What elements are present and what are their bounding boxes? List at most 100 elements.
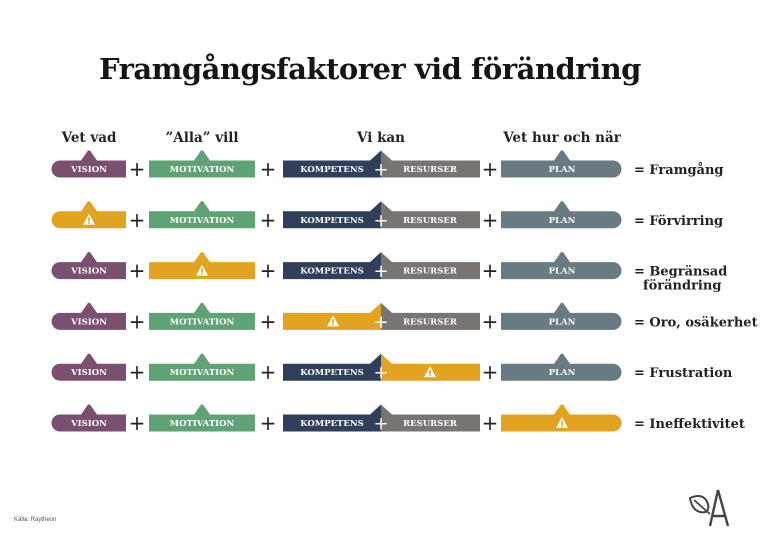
result-label: = Frustration (634, 366, 733, 381)
vision-label: VISION (70, 368, 107, 378)
resurser-segment: RESURSER (381, 150, 480, 178)
resurser-label: RESURSER (403, 267, 458, 277)
factor-row: VISION + MOTIVATION + KOMPETENS RESURSER + + = I… (51, 404, 745, 435)
plus-operator: + (129, 157, 146, 181)
kompetens-segment: KOMPETENS (283, 404, 381, 432)
warning-icon (196, 264, 208, 276)
plus-operator: + (482, 360, 499, 384)
vision-label: VISION (70, 165, 107, 175)
vision-label: VISION (70, 317, 107, 327)
motivation-segment: MOTIVATION (149, 353, 255, 381)
plus-operator: + (260, 360, 277, 384)
vision-label: VISION (70, 419, 107, 429)
resurser-label: RESURSER (403, 419, 458, 429)
result-label: förändring (643, 279, 721, 294)
resurser-label: RESURSER (403, 165, 458, 175)
plus-operator: + (260, 411, 277, 435)
plan-segment: PLAN (501, 302, 622, 330)
motivation-segment: MOTIVATION (149, 404, 255, 432)
header-alla-vill: ”Alla” vill (165, 130, 239, 146)
plus-operator: + (260, 208, 277, 232)
plan-label: PLAN (549, 368, 576, 378)
result-label: = Ineffektivitet (634, 417, 745, 432)
kompetens-segment: KOMPETENS (283, 150, 381, 178)
resurser-segment: RESURSER (381, 252, 480, 280)
kompetens-label: KOMPETENS (300, 368, 364, 378)
plus-operator: + (260, 309, 277, 333)
result-label: = Oro, osäkerhet (634, 315, 758, 330)
result-label: = Begränsad (634, 265, 727, 280)
plan-segment (501, 404, 622, 432)
kompetens-label: KOMPETENS (300, 267, 364, 277)
resurser-label: RESURSER (403, 216, 458, 226)
result-label: = Framgång (634, 162, 724, 178)
plan-segment: PLAN (501, 252, 622, 280)
resurser-segment: RESURSER (381, 404, 480, 432)
source-note: Källa: Raytheon (14, 517, 57, 523)
plan-label: PLAN (549, 165, 576, 175)
plan-segment: PLAN (501, 353, 622, 381)
motivation-segment: MOTIVATION (149, 201, 255, 229)
plan-segment: PLAN (501, 201, 622, 229)
plus-operator: + (129, 208, 146, 232)
plus-operator: + (129, 309, 146, 333)
warning-icon (556, 417, 568, 428)
plan-label: PLAN (549, 267, 576, 277)
vision-segment: VISION (51, 353, 126, 381)
logo-leaf-a-icon (688, 489, 730, 527)
kompetens-segment (283, 302, 381, 330)
warning-icon (424, 366, 436, 378)
plan-label: PLAN (549, 216, 576, 226)
plus-operator: + (129, 259, 146, 283)
motivation-label: MOTIVATION (170, 216, 235, 226)
inner-plus-operator: + (373, 160, 388, 181)
page-title: Framgångsfaktorer vid förändring (99, 52, 641, 86)
warning-icon (327, 315, 339, 327)
motivation-segment: MOTIVATION (149, 150, 255, 178)
plus-operator: + (260, 157, 277, 181)
motivation-label: MOTIVATION (170, 317, 235, 327)
factor-row: VISION + MOTIVATION + KOMPETENS + + PLAN = Frust… (51, 353, 733, 384)
kompetens-label: KOMPETENS (300, 216, 364, 226)
vision-segment (51, 201, 126, 229)
factor-row: VISION + MOTIVATION + KOMPETENS RESURSER + + PLA… (51, 150, 724, 181)
plus-operator: + (482, 208, 499, 232)
result-label: = Förvirring (634, 214, 723, 229)
resurser-segment: RESURSER (381, 302, 480, 330)
inner-plus-operator: + (373, 261, 388, 282)
motivation-label: MOTIVATION (170, 165, 235, 175)
plus-operator: + (129, 411, 146, 435)
plus-operator: + (482, 259, 499, 283)
kompetens-segment: KOMPETENS (283, 353, 381, 381)
resurser-label: RESURSER (403, 317, 458, 327)
vision-label: VISION (70, 267, 107, 277)
vision-segment: VISION (51, 404, 126, 432)
plan-segment: PLAN (501, 150, 622, 178)
vision-segment: VISION (51, 150, 126, 178)
header-vet-hur-och-nar: Vet hur och när (503, 130, 621, 146)
vision-segment: VISION (51, 252, 126, 280)
plus-operator: + (482, 157, 499, 181)
plan-label: PLAN (549, 317, 576, 327)
plus-operator: + (482, 309, 499, 333)
factor-row: VISION + MOTIVATION + RESURSER + + PLAN = Oro, o… (51, 302, 758, 333)
motivation-label: MOTIVATION (170, 368, 235, 378)
plus-operator: + (260, 259, 277, 283)
kompetens-label: KOMPETENS (300, 419, 364, 429)
motivation-segment: MOTIVATION (149, 302, 255, 330)
inner-plus-operator: + (373, 363, 388, 384)
inner-plus-operator: + (373, 210, 388, 231)
factor-row: + MOTIVATION + KOMPETENS RESURSER + + PLAN = För… (51, 201, 723, 232)
motivation-label: MOTIVATION (170, 419, 235, 429)
kompetens-segment: KOMPETENS (283, 201, 381, 229)
kompetens-label: KOMPETENS (300, 165, 364, 175)
plus-operator: + (129, 360, 146, 384)
kompetens-segment: KOMPETENS (283, 252, 381, 280)
inner-plus-operator: + (373, 414, 388, 435)
factor-row: VISION + + KOMPETENS RESURSER + + PLAN = Begräns… (51, 252, 727, 294)
inner-plus-operator: + (373, 312, 388, 333)
vision-segment: VISION (51, 302, 126, 330)
header-vi-kan: Vi kan (357, 130, 405, 146)
header-vet-vad: Vet vad (61, 130, 117, 146)
